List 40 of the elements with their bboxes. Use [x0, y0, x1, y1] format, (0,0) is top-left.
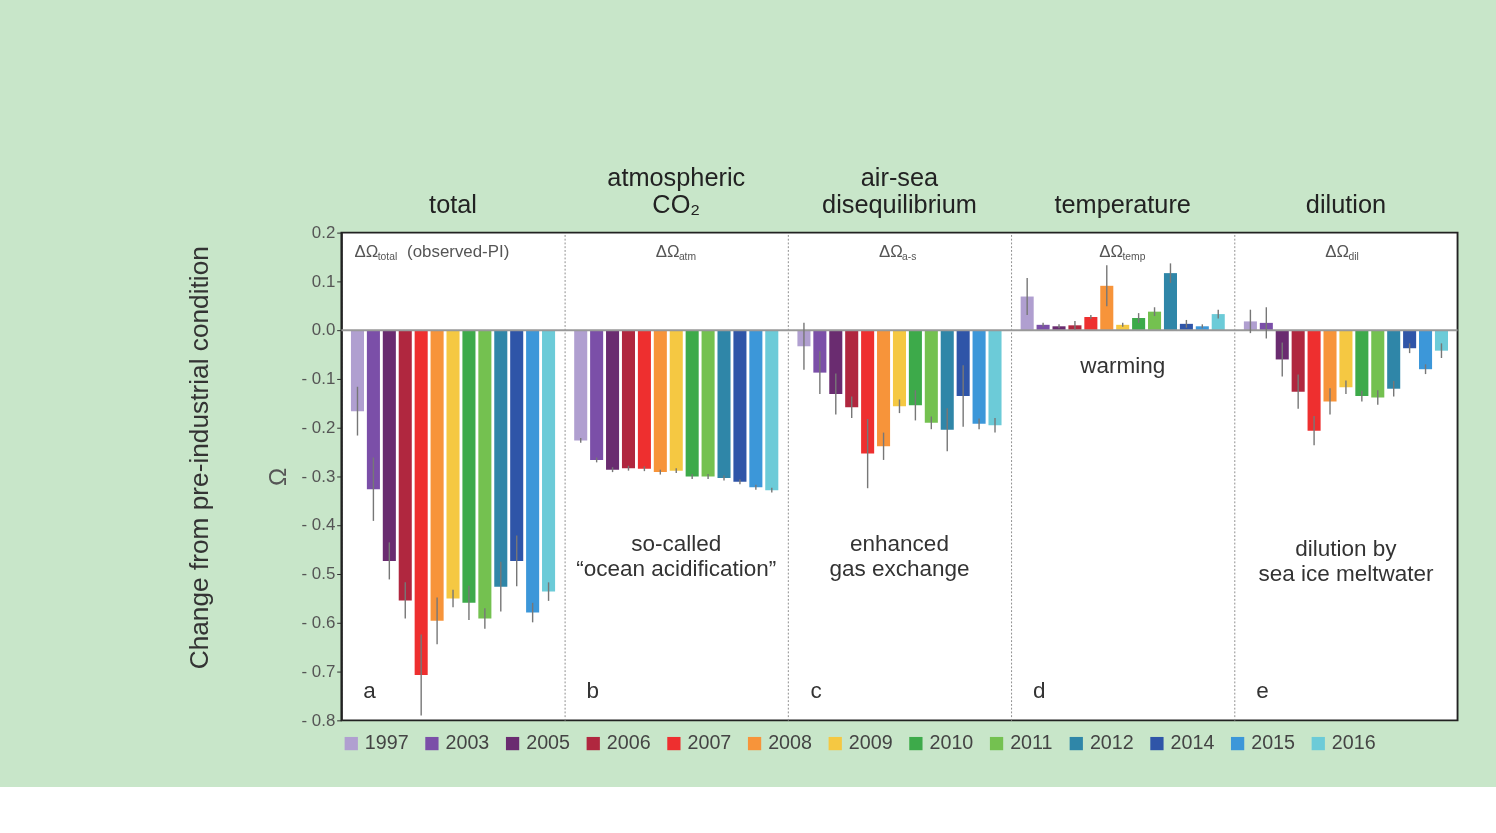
legend-label: 2008	[768, 731, 813, 754]
y-tick-label: - 0.3	[301, 466, 336, 486]
legend-label: 2012	[1089, 731, 1134, 754]
y-axis-title: Ω	[263, 467, 291, 487]
annotation: so-called “ocean acidification”	[576, 531, 777, 581]
annotation: a	[363, 677, 377, 703]
y-tick-label: - 0.8	[301, 710, 336, 730]
legend-label: 2006	[606, 731, 651, 754]
y-tick-label: 0.1	[311, 271, 336, 291]
annotation: d	[1032, 677, 1046, 703]
legend-label: 2003	[445, 731, 490, 754]
y-tick-label: - 0.2	[301, 417, 336, 437]
y-tick-label: - 0.1	[301, 369, 336, 389]
annotation: enhanced gas exchange	[829, 531, 970, 581]
annotation: warming	[1079, 353, 1166, 379]
y-tick-label: - 0.6	[301, 612, 336, 632]
y-tick-label: - 0.5	[301, 564, 336, 584]
y-tick-label: 0.0	[311, 320, 336, 340]
text: Change from pre-industrial condition	[184, 246, 215, 670]
annotation: b	[586, 677, 600, 703]
legend-label: 2009	[848, 731, 893, 754]
annotation: dilution by sea ice meltwater	[1258, 536, 1434, 586]
legend-label: 2005	[526, 731, 571, 754]
legend-label: 2011	[1010, 731, 1053, 754]
x-tick-label: total	[429, 190, 477, 219]
legend-label: 2015	[1251, 731, 1296, 754]
legend-label: 2016	[1331, 731, 1376, 754]
legend-label: 2007	[687, 731, 732, 754]
legend-label: 2010	[929, 731, 974, 754]
x-tick-label: dilution	[1305, 190, 1387, 219]
legend-label: 2014	[1170, 731, 1215, 754]
legend-label: 1997	[364, 731, 409, 754]
x-tick-label: temperature	[1054, 190, 1191, 219]
y-tick-label: 0.2	[311, 222, 336, 242]
annotation: e	[1256, 677, 1269, 703]
x-tick-label: atmospheric CO₂	[607, 163, 746, 219]
annotation: c	[810, 677, 822, 703]
y-tick-label: - 0.7	[301, 661, 336, 681]
y-tick-label: - 0.4	[301, 515, 336, 535]
x-tick-label: air-sea disequilibrium	[822, 163, 977, 219]
